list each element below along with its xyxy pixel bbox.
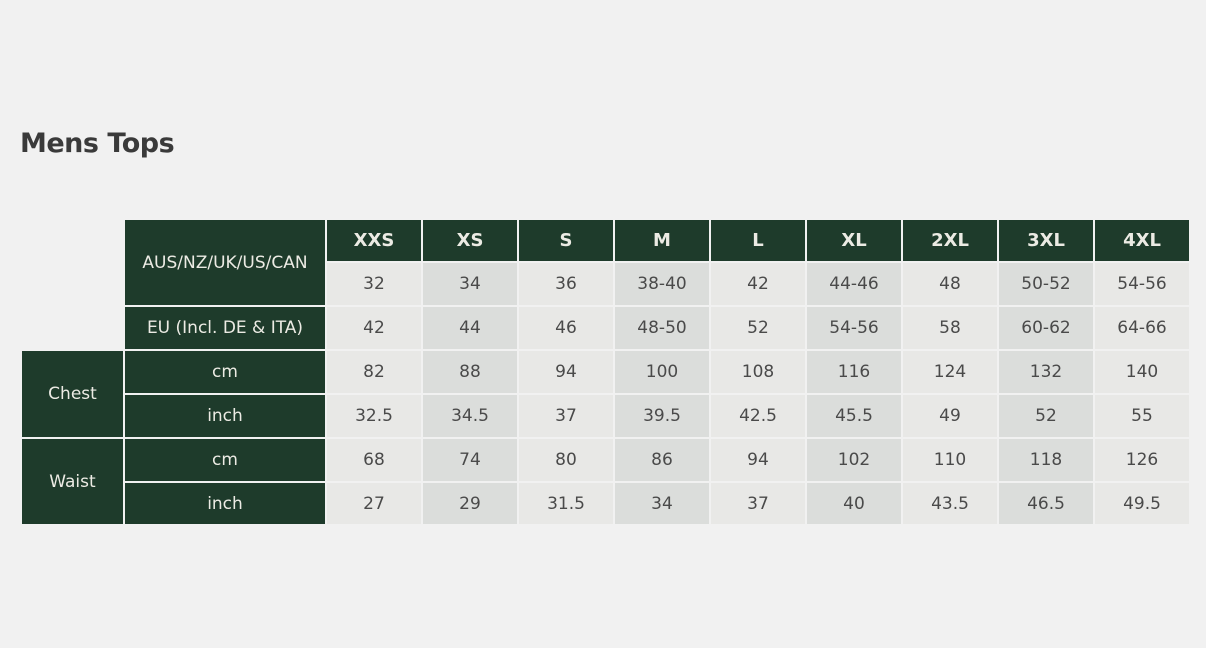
table-cell: 118 [999,439,1093,481]
table-cell: 68 [327,439,421,481]
row-label: cm [125,351,325,393]
table-cell: 86 [615,439,709,481]
table-cell: 54-56 [807,307,901,349]
table-cell: 94 [711,439,805,481]
table-cell: 110 [903,439,997,481]
page-title: Mens Tops [20,128,175,159]
table-cell: 52 [999,395,1093,437]
size-header: S [519,220,613,261]
table-cell: 54-56 [1095,263,1189,305]
table-cell: 38-40 [615,263,709,305]
table-cell: 50-52 [999,263,1093,305]
table-cell: 64-66 [1095,307,1189,349]
table-cell: 36 [519,263,613,305]
table-cell: 37 [519,395,613,437]
size-chart-table: XXS XS S M L XL 2XL 3XL 4XL AUS/NZ/UK/US/CAN EU (I… [22,220,1189,524]
table-cell: 55 [1095,395,1189,437]
table-cell: 34 [615,483,709,524]
row-label: inch [125,395,325,437]
table-cell: 60-62 [999,307,1093,349]
table-cell: 108 [711,351,805,393]
table-cell: 100 [615,351,709,393]
table-cell: 116 [807,351,901,393]
size-header: 3XL [999,220,1093,261]
table-cell: 80 [519,439,613,481]
table-cell: 29 [423,483,517,524]
table-cell: 40 [807,483,901,524]
table-cell: 49 [903,395,997,437]
size-header: 4XL [1095,220,1189,261]
size-header: XS [423,220,517,261]
table-cell: 46 [519,307,613,349]
size-header: 2XL [903,220,997,261]
table-cell: 74 [423,439,517,481]
size-header: XXS [327,220,421,261]
table-cell: 102 [807,439,901,481]
row-label: AUS/NZ/UK/US/CAN [125,220,325,305]
table-cell: 126 [1095,439,1189,481]
table-cell: 140 [1095,351,1189,393]
table-cell: 31.5 [519,483,613,524]
table-cell: 94 [519,351,613,393]
table-cell: 45.5 [807,395,901,437]
table-cell: 49.5 [1095,483,1189,524]
group-label-chest: Chest [22,351,123,437]
table-cell: 42.5 [711,395,805,437]
row-label: cm [125,439,325,481]
table-cell: 58 [903,307,997,349]
table-cell: 46.5 [999,483,1093,524]
table-cell: 48-50 [615,307,709,349]
size-header: M [615,220,709,261]
size-header: L [711,220,805,261]
table-cell: 44-46 [807,263,901,305]
table-cell: 37 [711,483,805,524]
table-cell: 32 [327,263,421,305]
table-cell: 132 [999,351,1093,393]
row-label: inch [125,483,325,524]
table-cell: 52 [711,307,805,349]
table-cell: 88 [423,351,517,393]
table-cell: 44 [423,307,517,349]
table-cell: 42 [711,263,805,305]
table-cell: 34 [423,263,517,305]
table-cell: 39.5 [615,395,709,437]
table-cell: 34.5 [423,395,517,437]
row-label: EU (Incl. DE & ITA) [125,307,325,349]
table-cell: 82 [327,351,421,393]
group-label-waist: Waist [22,439,123,524]
table-cell: 27 [327,483,421,524]
table-cell: 32.5 [327,395,421,437]
table-cell: 42 [327,307,421,349]
table-cell: 124 [903,351,997,393]
size-header: XL [807,220,901,261]
table-cell: 48 [903,263,997,305]
table-cell: 43.5 [903,483,997,524]
